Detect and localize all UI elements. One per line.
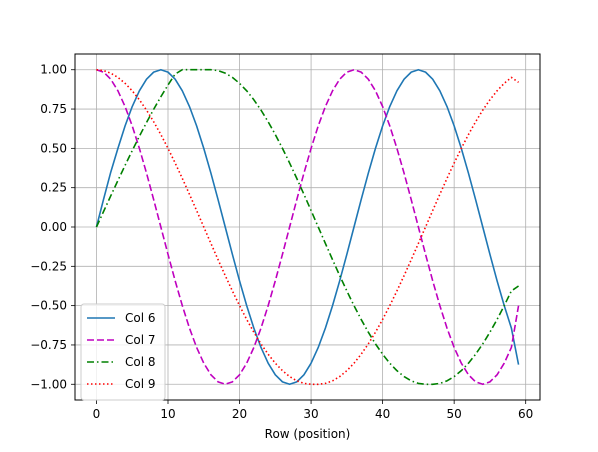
legend-label: Col 6 [125,311,156,325]
y-tick-label: 0.75 [40,102,67,116]
y-tick-label: −0.75 [30,338,67,352]
y-axis-ticks: −1.00 −0.75 −0.50 −0.25 0.00 0.25 0.50 0.75 1.00 [30,63,75,391]
x-tick-label: 10 [160,407,175,421]
legend: Col 6 Col 7 Col 8 Col 9 [80,303,166,401]
x-tick-label: 30 [303,407,318,421]
series-line-4 [96,68,519,386]
x-tick-label: 60 [518,407,533,421]
legend-label: Col 9 [125,377,156,391]
x-tick-label: 0 [93,407,101,421]
y-tick-label: −0.25 [30,259,67,273]
y-tick-label: 0.50 [40,141,67,155]
y-tick-label: −0.50 [30,299,67,313]
y-tick-label: 0.25 [40,181,67,195]
x-axis-ticks: 0 10 20 30 40 50 60 [93,400,533,421]
y-tick-label: 0.00 [40,220,67,234]
legend-box [80,303,166,401]
x-tick-label: 40 [375,407,390,421]
y-tick-label: −1.00 [30,377,67,391]
series-lines [95,68,520,386]
y-tick-label: 1.00 [40,63,67,77]
series-line-3 [95,68,519,386]
x-tick-label: 20 [232,407,247,421]
x-tick-label: 50 [447,407,462,421]
legend-label: Col 7 [125,333,156,347]
x-axis-label: Row (position) [265,427,351,441]
legend-label: Col 8 [125,355,156,369]
series-line-2 [96,68,520,386]
series-line-1 [95,68,520,386]
